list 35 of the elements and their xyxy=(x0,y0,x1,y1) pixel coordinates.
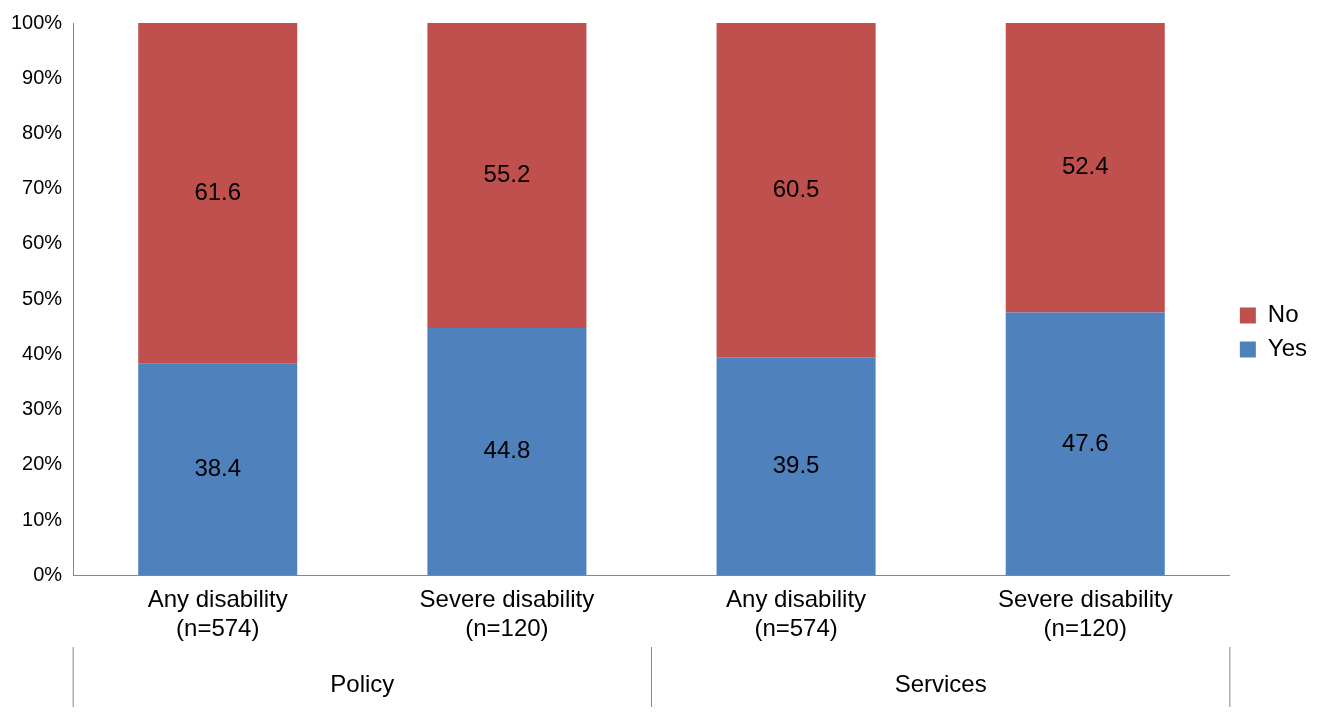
text: Policy xyxy=(330,669,395,697)
legend-label: Yes xyxy=(1267,334,1307,362)
legend-label: No xyxy=(1267,300,1299,328)
bar xyxy=(427,23,587,328)
data-label: 55.2 xyxy=(483,160,531,188)
data-label: 61.6 xyxy=(194,177,242,205)
x-tick-label: Severe disability (n=120) xyxy=(419,585,595,642)
data-label: 39.5 xyxy=(772,450,820,478)
bar xyxy=(138,23,298,364)
data-label: 38.4 xyxy=(194,453,242,481)
x-tick-label: Severe disability (n=120) xyxy=(997,585,1173,642)
bar xyxy=(716,23,876,358)
y-tick-label: 20% xyxy=(22,452,63,475)
bar xyxy=(716,357,876,576)
y-tick-label: 80% xyxy=(22,121,63,143)
y-tick-label: 70% xyxy=(22,176,63,199)
data-label: 47.6 xyxy=(1061,428,1109,456)
y-tick-label: 10% xyxy=(22,507,63,530)
y-tick-label: 0% xyxy=(33,562,63,585)
y-tick-label: 40% xyxy=(22,341,63,364)
data-label: 60.5 xyxy=(772,174,820,202)
y-tick-label: 30% xyxy=(22,397,63,420)
data-label: 44.8 xyxy=(483,436,531,464)
bar xyxy=(138,363,298,576)
bar xyxy=(1005,23,1165,313)
x-tick-label: Any disability (n=574) xyxy=(726,585,867,642)
y-tick-label: 50% xyxy=(22,286,63,309)
text: Services xyxy=(894,669,987,697)
bar xyxy=(427,327,587,576)
y-tick-label: 100% xyxy=(11,10,63,33)
data-label: 52.4 xyxy=(1061,152,1109,180)
bar xyxy=(1005,312,1165,576)
y-tick-label: 90% xyxy=(22,65,63,88)
x-tick-label: Any disability (n=574) xyxy=(147,585,288,642)
y-tick-label: 60% xyxy=(22,231,63,254)
